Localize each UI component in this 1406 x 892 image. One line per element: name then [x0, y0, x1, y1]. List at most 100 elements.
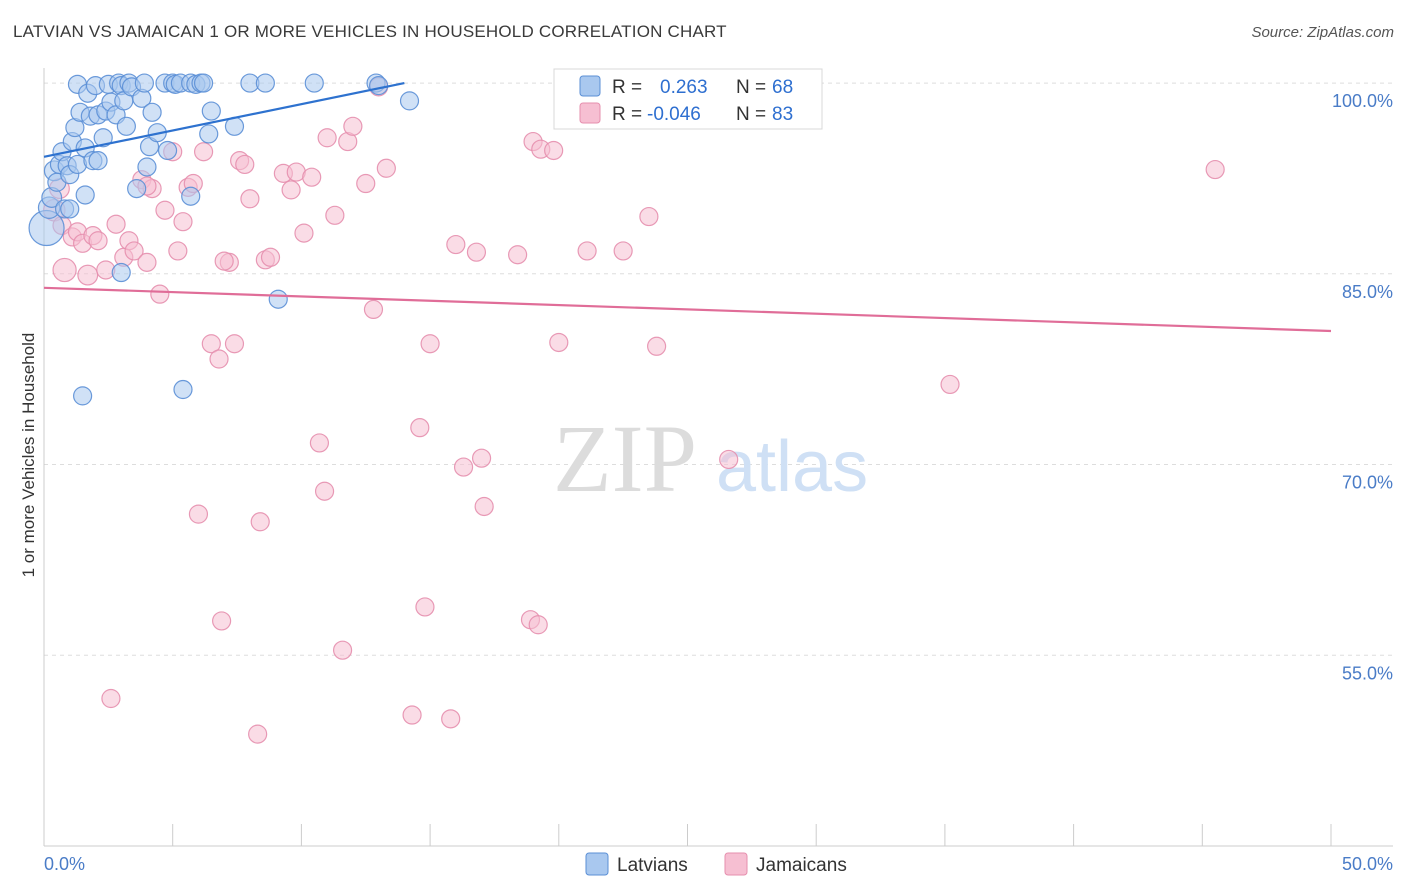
jamaicans-point-50 [343, 116, 363, 136]
legend-swatch-latvians [579, 75, 601, 97]
jamaicans-point-33 [235, 154, 255, 175]
latvians-point-24 [93, 128, 113, 148]
jamaicans-point-38 [260, 247, 281, 267]
y-tick-label-2: 70.0% [1342, 473, 1393, 493]
jamaicans-point-71 [549, 332, 569, 353]
series-legend-swatch-jamaicans [724, 852, 748, 876]
jamaicans-point-26 [193, 142, 214, 162]
y-tick-labels: 100.0% 85.0% 70.0% 55.0% [1332, 91, 1393, 683]
latvians-trend-line [43, 81, 405, 158]
watermark-atlas: atlas [716, 427, 868, 507]
jamaicans-point-22 [173, 212, 193, 232]
jamaicans-point-72 [577, 241, 597, 261]
jamaicans-point-78 [940, 374, 960, 395]
jamaicans-point-31 [224, 334, 245, 354]
jamaicans-point-57 [415, 597, 435, 617]
latvians-point-31 [111, 262, 131, 283]
latvians-point-9 [60, 199, 80, 219]
jamaicans-point-55 [402, 705, 422, 725]
jamaicans-point-16 [137, 252, 157, 272]
jamaicans-point-35 [248, 724, 268, 744]
jamaicans-point-18 [150, 284, 170, 304]
latvians-points [28, 73, 420, 406]
latvians-point-33 [116, 116, 136, 136]
jamaicans-point-64 [474, 496, 494, 517]
latvians-point-53 [193, 73, 214, 93]
latvians-point-64 [73, 386, 93, 406]
jamaicans-point-67 [528, 615, 548, 635]
legend-n-label-latvians: N = [736, 77, 766, 98]
jamaicans-point-40 [281, 180, 301, 200]
stats-legend: R = 0.263 N = 68 R = -0.046 N = 83 [553, 68, 823, 130]
latvians-point-58 [255, 73, 275, 93]
jamaicans-point-25 [188, 504, 209, 524]
latvians-point-41 [142, 102, 162, 122]
latvians-point-54 [199, 124, 219, 144]
y-tick-label-3: 55.0% [1342, 663, 1393, 683]
latvians-point-55 [201, 101, 221, 121]
jamaicans-point-79 [1205, 159, 1225, 180]
series-legend-latvians: Latvians [617, 855, 688, 876]
jamaicans-point-51 [356, 173, 376, 194]
jamaicans-point-29 [212, 611, 232, 631]
jamaicans-point-47 [325, 205, 345, 225]
jamaicans-point-36 [250, 512, 270, 532]
jamaicans-point-42 [294, 223, 314, 243]
latvians-point-38 [134, 73, 154, 93]
latvians-point-23 [88, 151, 108, 171]
y-tick-label-1: 85.0% [1342, 282, 1393, 302]
jamaicans-point-28 [209, 349, 229, 369]
y-axis-label: 1 or more Vehicles in Household [19, 333, 38, 578]
jamaicans-point-61 [453, 457, 474, 477]
jamaicans-point-44 [309, 433, 330, 453]
series-legend-swatch-latvians [585, 852, 609, 876]
jamaicans-point-9 [88, 231, 108, 251]
trend-lines [43, 81, 1332, 333]
latvians-point-48 [173, 379, 193, 400]
jamaicans-point-46 [317, 128, 337, 148]
legend-n-label-jamaicans: N = [736, 104, 766, 125]
jamaicans-point-52 [363, 299, 384, 320]
x-tick-max: 50.0% [1342, 854, 1393, 874]
jamaicans-point-76 [719, 449, 739, 470]
watermark: ZIP atlas [553, 405, 868, 512]
latvians-point-59 [268, 289, 288, 309]
latvians-point-44 [157, 140, 178, 161]
jamaicans-point-14 [124, 241, 144, 261]
chart-title: LATVIAN VS JAMAICAN 1 OR MORE VEHICLES I… [13, 22, 727, 41]
watermark-zip: ZIP [553, 405, 697, 512]
jamaicans-point-45 [314, 481, 335, 501]
legend-r-label-jamaicans: R = [612, 104, 642, 125]
jamaicans-point-11 [106, 214, 126, 234]
jamaicans-point-60 [446, 234, 466, 255]
jamaicans-point-3 [52, 257, 77, 283]
jamaicans-point-65 [508, 245, 528, 265]
latvians-point-36 [127, 179, 147, 199]
legend-n-jamaicans: 83 [772, 104, 793, 125]
jamaicans-point-59 [441, 709, 461, 729]
latvians-point-17 [75, 185, 95, 205]
jamaicans-point-43 [302, 167, 322, 187]
jamaicans-point-80 [101, 688, 121, 709]
latvians-point-62 [369, 76, 389, 96]
latvians-point-49 [181, 186, 201, 206]
jamaicans-point-54 [376, 158, 396, 178]
jamaicans-point-34 [240, 189, 260, 209]
jamaicans-point-82 [214, 251, 234, 271]
legend-r-label-latvians: R = [612, 77, 642, 98]
legend-r-latvians: 0.263 [660, 77, 708, 98]
legend-n-latvians: 68 [772, 77, 793, 98]
jamaicans-point-63 [471, 448, 492, 468]
latvians-point-60 [304, 73, 324, 93]
jamaicans-point-19 [155, 200, 175, 220]
jamaicans-point-62 [466, 242, 487, 262]
legend-swatch-jamaicans [579, 102, 601, 124]
jamaicans-point-21 [168, 241, 188, 261]
jamaicans-point-27 [201, 334, 221, 354]
source-label: Source: ZipAtlas.com [1251, 24, 1394, 41]
jamaicans-point-56 [410, 418, 430, 438]
y-tick-label-0: 100.0% [1332, 91, 1393, 111]
legend-r-jamaicans: -0.046 [647, 104, 701, 125]
latvians-point-63 [399, 91, 420, 111]
